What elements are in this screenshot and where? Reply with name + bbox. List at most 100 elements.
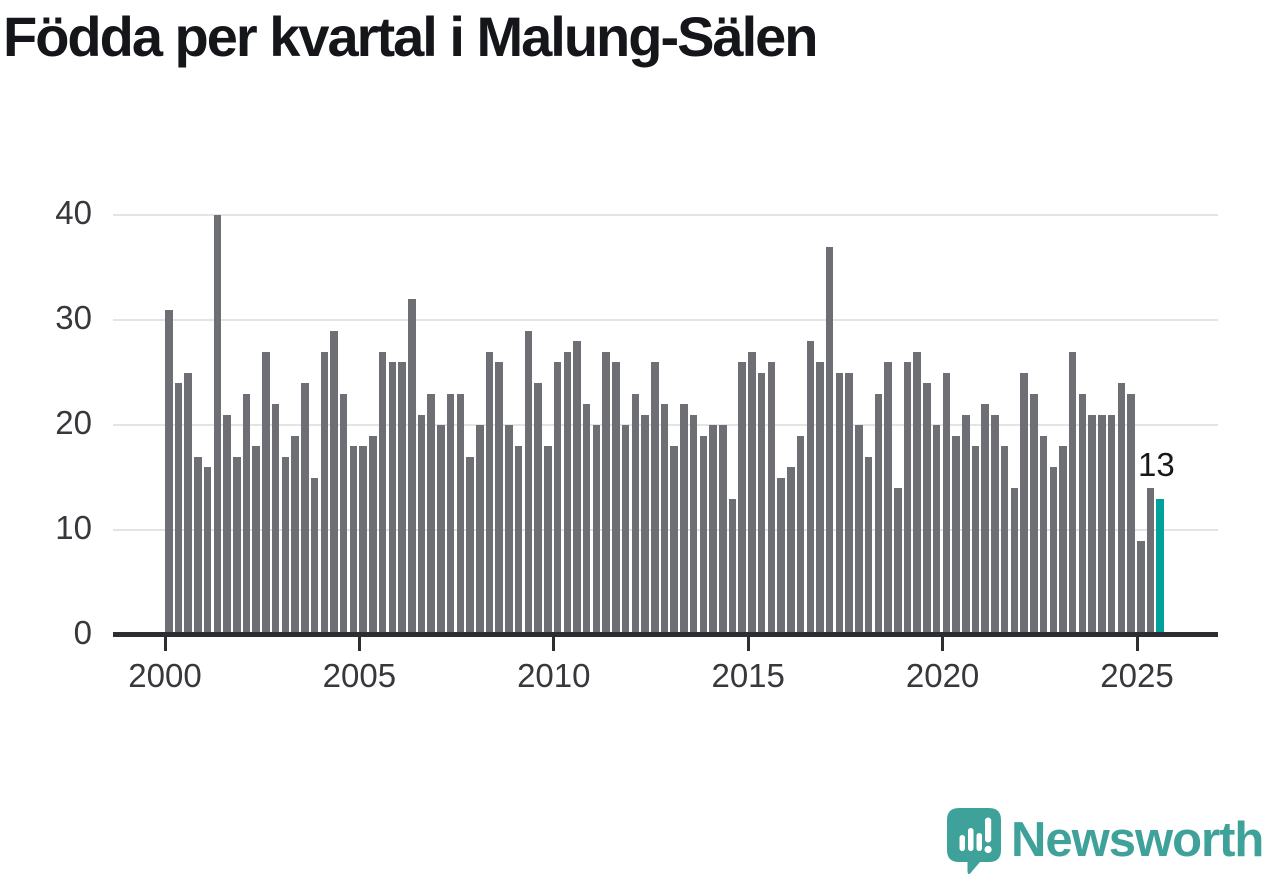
bar-2000-q4 bbox=[194, 456, 202, 635]
x-tick-2020 bbox=[941, 637, 945, 651]
bar-2023-q3 bbox=[1078, 393, 1087, 635]
bar-2013-q1 bbox=[670, 446, 678, 635]
bar-2018-q2 bbox=[874, 393, 883, 635]
x-axis-line bbox=[113, 632, 1218, 637]
x-tick-label-2000: 2000 bbox=[128, 657, 202, 694]
bar-2023-q1 bbox=[1059, 446, 1067, 635]
bar-2009-q2 bbox=[524, 330, 533, 635]
x-tick-2000 bbox=[163, 637, 167, 651]
bar-2015-q1 bbox=[748, 351, 756, 635]
bar-2017-q4 bbox=[855, 425, 863, 635]
x-tick-2010 bbox=[552, 637, 556, 651]
bar-2023-q4 bbox=[1088, 414, 1096, 635]
bar-2013-q4 bbox=[699, 435, 708, 635]
bar-2023-q2 bbox=[1068, 351, 1077, 635]
bar-2005-q3 bbox=[378, 351, 387, 635]
bar-2014-q1 bbox=[709, 425, 717, 635]
bar-2004-q3 bbox=[339, 393, 348, 635]
bar-2014-q3 bbox=[728, 498, 737, 635]
bar-2004-q4 bbox=[349, 446, 358, 635]
bar-2006-q4 bbox=[427, 393, 435, 635]
highlight-bar-value-label: 13 bbox=[1138, 446, 1175, 483]
bar-2025-q1 bbox=[1137, 540, 1145, 635]
bar-2025-q3-highlight bbox=[1156, 498, 1164, 635]
bar-2019-q3 bbox=[923, 383, 931, 635]
bar-2006-q1 bbox=[398, 362, 406, 635]
bar-2020-q1 bbox=[942, 372, 951, 635]
bar-2016-q2 bbox=[796, 435, 805, 635]
bar-2000-q2 bbox=[174, 383, 183, 635]
bar-2003-q2 bbox=[291, 435, 299, 635]
bar-2011-q4 bbox=[621, 425, 630, 635]
bar-2017-q3 bbox=[845, 372, 853, 635]
x-tick-2025 bbox=[1135, 637, 1139, 651]
bar-2016-q3 bbox=[806, 341, 815, 635]
bar-2024-q3 bbox=[1117, 383, 1126, 635]
bar-2008-q4 bbox=[505, 425, 513, 635]
y-tick-label-30: 30 bbox=[55, 299, 92, 336]
bar-2010-q1 bbox=[553, 362, 562, 635]
bar-2010-q3 bbox=[573, 341, 581, 635]
bar-2001-q2 bbox=[213, 215, 222, 635]
bar-2005-q2 bbox=[369, 435, 377, 635]
bar-2000-q1 bbox=[165, 309, 173, 635]
bar-2009-q3 bbox=[534, 383, 542, 635]
bar-2002-q4 bbox=[271, 404, 280, 635]
bar-2009-q4 bbox=[544, 446, 552, 635]
bar-2011-q3 bbox=[612, 362, 620, 635]
x-tick-2015 bbox=[746, 637, 750, 651]
bar-2015-q2 bbox=[757, 372, 766, 635]
bar-2016-q4 bbox=[816, 362, 824, 635]
bar-2024-q2 bbox=[1107, 414, 1116, 635]
bar-2021-q4 bbox=[1010, 488, 1019, 635]
bar-2005-q1 bbox=[359, 446, 367, 635]
bar-2022-q4 bbox=[1049, 467, 1058, 635]
bar-2011-q1 bbox=[592, 425, 601, 635]
bar-2001-q4 bbox=[233, 456, 241, 635]
bar-2018-q1 bbox=[864, 456, 873, 635]
bar-2016-q1 bbox=[787, 467, 795, 635]
bar-2020-q2 bbox=[952, 435, 960, 635]
bar-2002-q3 bbox=[262, 351, 270, 635]
bar-2001-q3 bbox=[223, 414, 231, 635]
bar-2003-q3 bbox=[301, 383, 309, 635]
y-tick-label-10: 10 bbox=[55, 509, 92, 546]
newsworthy-logo: Newsworthy bbox=[947, 808, 1262, 876]
chart-title: Födda per kvartal i Malung-Sälen bbox=[3, 5, 819, 68]
bar-2019-q1 bbox=[903, 362, 912, 635]
gridline-y-30 bbox=[113, 319, 1218, 321]
bar-2007-q3 bbox=[456, 393, 465, 635]
bar-2012-q1 bbox=[631, 393, 640, 635]
bar-2002-q2 bbox=[252, 446, 260, 635]
bar-2007-q1 bbox=[437, 425, 445, 635]
bar-2002-q1 bbox=[242, 393, 251, 635]
y-tick-label-40: 40 bbox=[55, 194, 92, 231]
bar-2024-q1 bbox=[1098, 414, 1106, 635]
bar-2021-q3 bbox=[1000, 446, 1009, 635]
bar-2022-q3 bbox=[1039, 435, 1048, 635]
bar-2008-q1 bbox=[476, 425, 484, 635]
bar-2022-q1 bbox=[1020, 372, 1028, 635]
bar-2009-q1 bbox=[514, 446, 523, 635]
bar-2007-q4 bbox=[466, 456, 474, 635]
bar-2020-q3 bbox=[962, 414, 970, 635]
bar-2015-q4 bbox=[777, 477, 785, 635]
bar-2003-q1 bbox=[281, 456, 290, 635]
bar-2012-q4 bbox=[660, 404, 669, 635]
bar-2017-q1 bbox=[825, 246, 834, 635]
bar-2020-q4 bbox=[971, 446, 980, 635]
bar-2013-q2 bbox=[680, 404, 688, 635]
bar-2014-q4 bbox=[738, 362, 746, 635]
x-tick-label-2010: 2010 bbox=[517, 657, 591, 694]
x-tick-label-2025: 2025 bbox=[1100, 657, 1174, 694]
bar-2010-q2 bbox=[563, 351, 572, 635]
x-tick-label-2015: 2015 bbox=[711, 657, 785, 694]
y-tick-label-0: 0 bbox=[73, 614, 92, 651]
y-tick-label-20: 20 bbox=[55, 404, 92, 441]
x-tick-label-2005: 2005 bbox=[322, 657, 397, 694]
bar-2018-q4 bbox=[894, 488, 902, 635]
newsworthy-logo-text: Newsworthy bbox=[1011, 813, 1262, 867]
bar-2011-q2 bbox=[602, 351, 610, 635]
